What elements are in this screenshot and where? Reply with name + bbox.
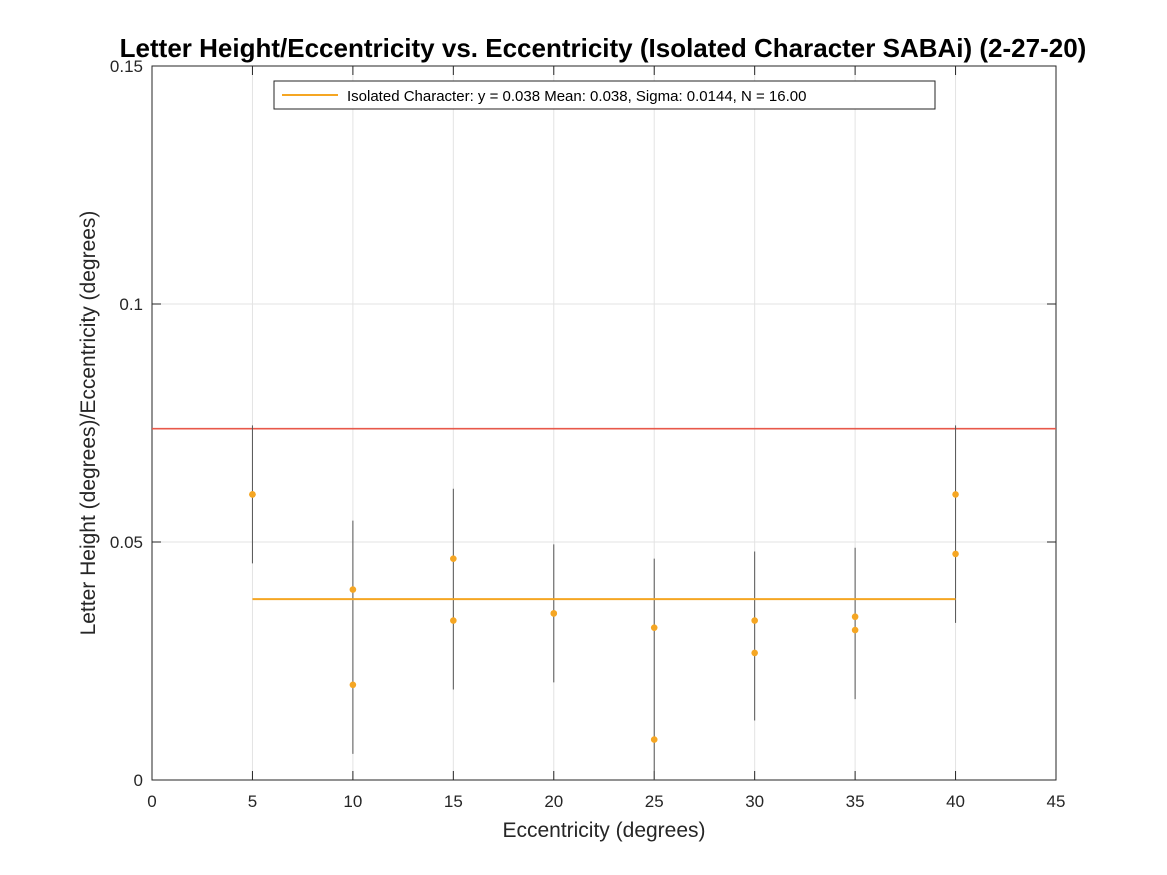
- y-tick-label: 0.15: [110, 57, 143, 76]
- x-tick-label: 5: [248, 792, 257, 811]
- y-tick-label: 0: [134, 771, 143, 790]
- x-tick-label: 25: [645, 792, 664, 811]
- legend-label: Isolated Character: y = 0.038 Mean: 0.03…: [347, 88, 806, 105]
- x-tick-label: 40: [946, 792, 965, 811]
- x-tick-label: 30: [745, 792, 764, 811]
- x-axis-label: Eccentricity (degrees): [502, 819, 705, 842]
- data-point: [349, 586, 357, 593]
- x-tick-label: 20: [544, 792, 563, 811]
- data-point: [650, 736, 658, 743]
- data-point: [249, 491, 256, 498]
- data-point: [751, 617, 758, 624]
- x-tick-label: 15: [444, 792, 463, 811]
- x-tick-label: 45: [1047, 792, 1066, 811]
- data-point: [349, 681, 357, 689]
- legend-box: [273, 80, 936, 110]
- x-tick-label: 35: [846, 792, 865, 811]
- y-tick-label: 0.1: [119, 295, 143, 314]
- data-point: [550, 610, 558, 617]
- x-tick-label: 0: [147, 792, 156, 811]
- data-point: [450, 617, 457, 624]
- data-point: [952, 550, 959, 558]
- legend: Isolated Character: y = 0.038 Mean: 0.03…: [273, 80, 936, 110]
- y-axis-label: Letter Height (degrees)/Eccentricity (de…: [77, 211, 100, 636]
- data-point: [450, 555, 457, 562]
- data-point: [751, 649, 758, 657]
- axes-box: [151, 65, 1057, 781]
- x-tick-label: 10: [343, 792, 362, 811]
- data-point: [650, 624, 658, 631]
- chart-title: Letter Height/Eccentricity vs. Eccentric…: [120, 33, 1087, 63]
- plot-area: 0 5 10 15 20 25 30 35 40 45 0 0.05 0.1 0.15 Isolated C…: [110, 57, 1066, 811]
- y-tick-label: 0.05: [110, 533, 143, 552]
- data-point: [851, 626, 859, 634]
- data-point: [952, 491, 959, 498]
- data-point: [851, 613, 859, 621]
